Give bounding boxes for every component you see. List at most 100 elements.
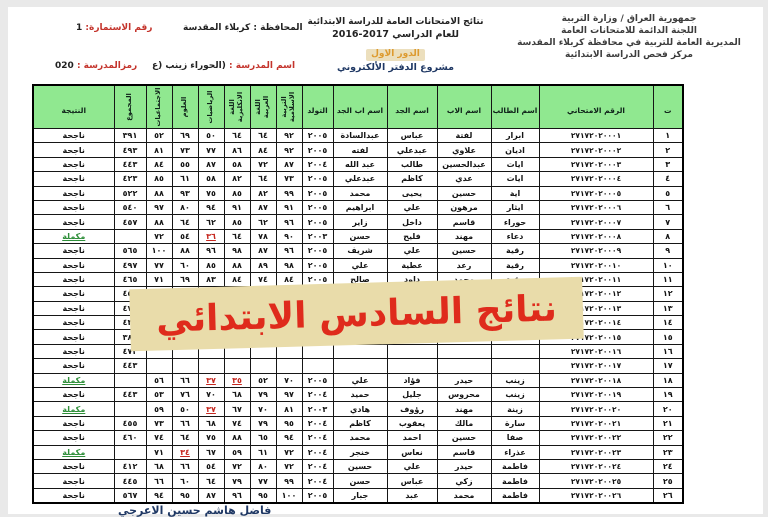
col-header-label: ت xyxy=(663,105,672,115)
cell-result: مكملة xyxy=(32,228,115,245)
cell-father: زكي xyxy=(436,473,492,489)
cell-father: قاسم xyxy=(436,444,492,460)
cell-math: ٣٦ xyxy=(197,228,225,245)
cell-arabic: ٦١ xyxy=(249,444,277,460)
cell-no: ٢٠ xyxy=(652,401,684,417)
cell-social: ٧٣ xyxy=(145,415,173,432)
cell-islamic: ٩٦ xyxy=(275,214,303,230)
cell-math: ٧٥ xyxy=(197,430,225,446)
school-name: اسم المدرسة : (الحوراء زينب (ع xyxy=(152,61,295,71)
cell-great_grandfather: حسن xyxy=(332,473,388,489)
cell-arabic: ٦٤ xyxy=(249,171,277,187)
cell-science: ٦٠ xyxy=(171,473,199,489)
cell-no: ٢٦ xyxy=(652,487,684,504)
cell-total xyxy=(113,372,147,389)
cell-great_grandfather: جبار xyxy=(332,487,388,504)
cell-great_grandfather: شريف xyxy=(332,243,388,259)
col-header-label: الاجتماعيات xyxy=(154,87,163,127)
cell-social: ٧١ xyxy=(145,444,173,460)
cell-social: ٩٤ xyxy=(145,487,173,504)
cell-birth: ٢٠٠٥ xyxy=(301,243,334,259)
cell-result: ناجحة xyxy=(32,358,115,374)
cell-english: ٨٢ xyxy=(223,171,251,187)
cell-name: زينب xyxy=(490,387,540,403)
cell-science: ٦٤ xyxy=(171,214,199,230)
cell-islamic: ٧٢ xyxy=(275,458,303,475)
cell-great_grandfather: محمد xyxy=(332,430,388,446)
cell-social: ٨٤ xyxy=(145,156,173,173)
cell-social: ٥٩ xyxy=(145,401,173,417)
cell-name: دعاء xyxy=(490,228,540,245)
cell-math: ٨٧ xyxy=(197,487,225,504)
table-row: ٢٦ ٢٧١٧٢٠٢٠٠٢٦ فاطمة محمد عبد جبار ٢٠٠٥ ١٠٠ ٩٥ ٩٦… xyxy=(32,487,684,504)
cell-science: ٦٦ xyxy=(171,372,199,389)
cell-no: ٥ xyxy=(652,185,684,201)
cell-social: ٥٢ xyxy=(145,127,173,144)
cell-arabic: ٨٧ xyxy=(249,199,277,216)
cell-science: ٣٤ xyxy=(171,444,199,460)
cell-english: ٨٨ xyxy=(223,430,251,446)
cell-grandfather: داخل xyxy=(386,214,438,230)
results-table: ت الرقم الامتحاني اسم الطالب اسم الاب اسم ال… xyxy=(32,84,684,505)
cell-result: مكملة xyxy=(32,372,115,389)
cell-english: ٨٥ xyxy=(223,214,251,230)
cell-birth: ٢٠٠٥ xyxy=(301,199,334,216)
cell-result: ناجحة xyxy=(32,415,115,432)
cell-exam: ٢٧١٧٢٠٢٠٠٠٢ xyxy=(538,142,654,158)
cell-science: ٦٤ xyxy=(171,430,199,446)
col-header-label: المجموع xyxy=(125,93,134,121)
cell-grandfather xyxy=(386,358,438,374)
cell-total: ٤٦٠ xyxy=(113,430,147,446)
cell-result: ناجحة xyxy=(32,199,115,216)
table-row: ٢١ ٢٧١٧٢٠٢٠٠٢١ سارة مالك يعقوب كاظم ٢٠٠٤ ٩٥ ٧٩ ٧٤… xyxy=(32,415,684,432)
cell-islamic: ٩٠ xyxy=(275,228,303,245)
cell-math: ٩٦ xyxy=(197,243,225,259)
cell-no: ٢١ xyxy=(652,415,684,432)
cell-father: حسين xyxy=(436,185,492,201)
cell-grandfather: يعقوب xyxy=(386,415,438,432)
cell-social: ١٠٠ xyxy=(145,243,173,259)
cell-total: ٣٩١ xyxy=(113,127,147,144)
cell-grandfather: علي xyxy=(386,243,438,259)
cell-math: ٣٧ xyxy=(197,372,225,389)
cell-no: ١١ xyxy=(652,271,684,288)
cell-science: ٥٥ xyxy=(171,156,199,173)
cell-science: ٧٦ xyxy=(171,387,199,403)
cell-no: ٢٤ xyxy=(652,458,684,475)
cell-no: ١٨ xyxy=(652,372,684,389)
cell-no: ١٢ xyxy=(652,286,684,302)
cell-islamic: ٩٢ xyxy=(275,142,303,158)
cell-birth: ٢٠٠٥ xyxy=(301,372,334,389)
cell-birth: ٢٠٠٤ xyxy=(301,415,334,432)
cell-islamic: ٩٥ xyxy=(275,415,303,432)
cell-english: ٩٨ xyxy=(223,243,251,259)
cell-arabic: ٦٥ xyxy=(249,430,277,446)
governorate: المحافظة : كربلاء المقدسة xyxy=(183,23,303,33)
cell-grandfather xyxy=(386,343,438,360)
cell-total xyxy=(113,228,147,245)
exam-round: الدور الاول xyxy=(366,49,425,61)
cell-exam: ٢٧١٧٢٠٢٠٠٠١ xyxy=(538,127,654,144)
cell-social: ٧٧ xyxy=(145,257,173,273)
page-edge xyxy=(0,0,8,517)
cell-great_grandfather: عبدعلي xyxy=(332,171,388,187)
cell-name: رقية xyxy=(490,257,540,273)
cell-grandfather: عطية xyxy=(386,257,438,273)
cell-math xyxy=(197,358,225,374)
school-code-value: 020 xyxy=(55,61,74,71)
cell-exam: ٢٧١٧٢٠٢٠٠٠٤ xyxy=(538,171,654,187)
document-title-block: نتائج الامتحانات العامة للدراسة الابتدائ… xyxy=(288,17,503,74)
cell-father: مالك xyxy=(436,415,492,432)
cell-great_grandfather: عبدالسادة xyxy=(332,127,388,144)
cell-english xyxy=(223,358,251,374)
cell-islamic: ٩٨ xyxy=(275,257,303,273)
cell-arabic: ٥٢ xyxy=(249,372,277,389)
cell-english: ٦٤ xyxy=(223,228,251,245)
cell-name: فاطمة xyxy=(490,458,540,475)
cell-science: ٦٦ xyxy=(171,415,199,432)
col-header-social: الاجتماعيات xyxy=(145,84,173,129)
page-edge xyxy=(0,0,768,7)
cell-great_grandfather: لفته xyxy=(332,142,388,158)
watermark-banner: نتائج السادس الابتدائي xyxy=(129,276,584,352)
table-row: ٨ ٢٧١٧٢٠٢٠٠٠٨ دعاء مهند فليح حسن ٢٠٠٣ ٩٠ ٧٨ ٦٤ ٣٦ ٥… xyxy=(32,228,684,245)
